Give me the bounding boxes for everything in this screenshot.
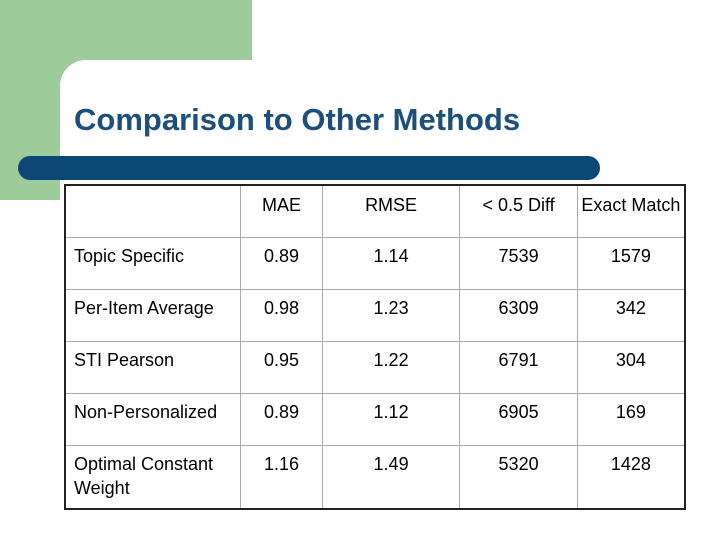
mae-value: 0.95 [240, 340, 323, 394]
diff-value: 7539 [459, 236, 578, 290]
header-empty [64, 184, 242, 238]
diff-value: 6905 [459, 392, 578, 446]
rmse-value: 1.49 [321, 444, 461, 510]
header-mae: MAE [240, 184, 323, 238]
exact-value: 1579 [576, 236, 686, 290]
header-exact-match: Exact Match [576, 184, 686, 238]
row-label: Topic Specific [64, 236, 242, 290]
mae-value: 0.98 [240, 288, 323, 342]
diff-value: 6309 [459, 288, 578, 342]
rmse-value: 1.23 [321, 288, 461, 342]
rmse-value: 1.12 [321, 392, 461, 446]
title-underline-bar [18, 156, 600, 180]
header-diff: < 0.5 Diff [459, 184, 578, 238]
exact-value: 342 [576, 288, 686, 342]
diff-value: 6791 [459, 340, 578, 394]
table-row: Non-Personalized 0.89 1.12 6905 169 [64, 392, 686, 446]
exact-value: 1428 [576, 444, 686, 510]
header-row: MAE RMSE < 0.5 Diff Exact Match [64, 184, 686, 238]
table-row: STI Pearson 0.95 1.22 6791 304 [64, 340, 686, 394]
exact-value: 304 [576, 340, 686, 394]
header-rmse: RMSE [321, 184, 461, 238]
table-row: Per-Item Average 0.98 1.23 6309 342 [64, 288, 686, 342]
rmse-value: 1.22 [321, 340, 461, 394]
table-row: Optimal Constant Weight 1.16 1.49 5320 1… [64, 444, 686, 510]
row-label: STI Pearson [64, 340, 242, 394]
slide-title: Comparison to Other Methods [74, 102, 521, 137]
mae-value: 1.16 [240, 444, 323, 510]
exact-value: 169 [576, 392, 686, 446]
diff-value: 5320 [459, 444, 578, 510]
rmse-value: 1.14 [321, 236, 461, 290]
table-row: Topic Specific 0.89 1.14 7539 1579 [64, 236, 686, 290]
row-label: Non-Personalized [64, 392, 242, 446]
comparison-table: MAE RMSE < 0.5 Diff Exact Match Topic Sp… [64, 184, 686, 510]
mae-value: 0.89 [240, 392, 323, 446]
mae-value: 0.89 [240, 236, 323, 290]
row-label: Per-Item Average [64, 288, 242, 342]
row-label: Optimal Constant Weight [64, 444, 242, 510]
